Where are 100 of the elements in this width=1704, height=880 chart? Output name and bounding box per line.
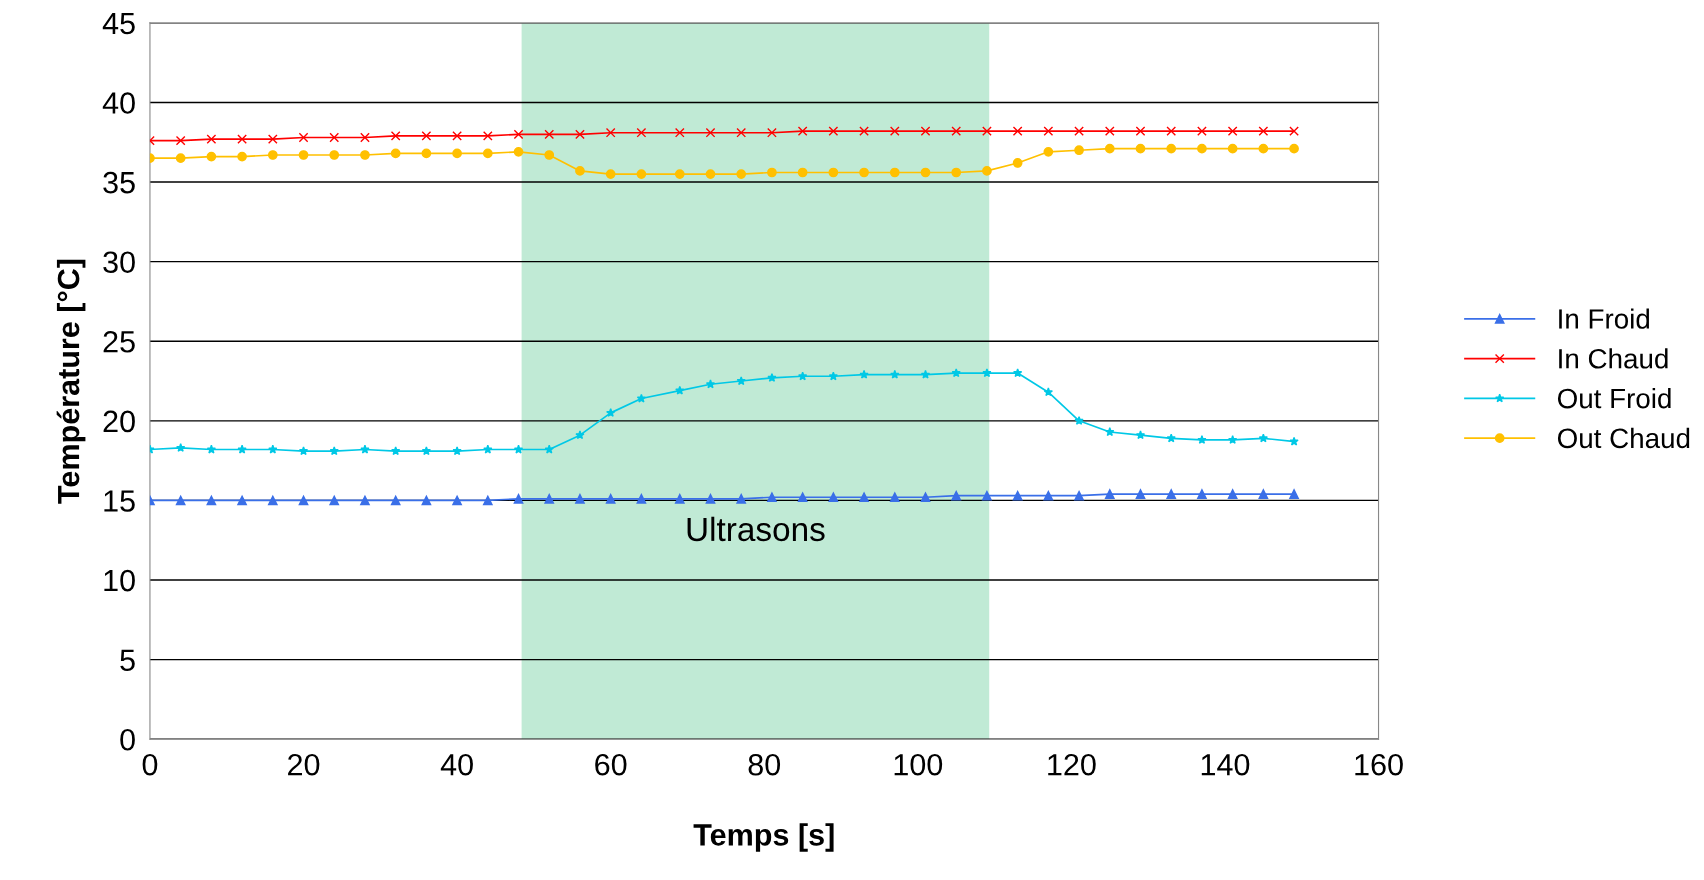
point (1258, 489, 1269, 499)
point (391, 446, 401, 456)
point (828, 371, 839, 381)
point (329, 446, 339, 456)
point (390, 131, 401, 141)
point (267, 134, 278, 144)
point (982, 166, 992, 176)
point (237, 495, 247, 506)
point (452, 495, 462, 506)
y-tick-label: 20 (103, 410, 135, 433)
point (797, 167, 808, 178)
point (575, 166, 585, 176)
point (1289, 489, 1299, 499)
point (605, 127, 616, 138)
point (1227, 489, 1238, 499)
point (421, 148, 432, 159)
point (421, 446, 432, 456)
point (1258, 143, 1269, 154)
point (175, 495, 186, 506)
x-axis-title: Temps [s] (693, 823, 834, 852)
point (736, 493, 747, 504)
point (1012, 158, 1023, 168)
point (606, 408, 616, 417)
point (360, 495, 370, 506)
point (206, 444, 217, 454)
y-tick-label: 15 (104, 490, 135, 512)
point (920, 167, 931, 178)
point (1135, 430, 1146, 440)
point (1074, 490, 1084, 501)
point (482, 495, 493, 506)
point (674, 127, 685, 138)
x-tick-label: 160 (1355, 753, 1403, 776)
y-tick-label: 40 (102, 92, 135, 114)
x-tick-label: 100 (894, 753, 943, 776)
point (298, 150, 309, 160)
point (1258, 126, 1269, 136)
point (421, 495, 432, 506)
point (360, 132, 370, 143)
point (674, 493, 685, 504)
legend-label: In Froid (1559, 308, 1650, 329)
legend-label: In Chaud (1559, 348, 1668, 369)
point (575, 493, 585, 504)
x-tick-label: 80 (748, 753, 781, 776)
point (268, 444, 278, 454)
point (859, 167, 869, 178)
point (828, 492, 839, 503)
point (951, 126, 962, 136)
point (1043, 387, 1054, 397)
point (298, 446, 309, 456)
point (889, 492, 900, 503)
point (982, 490, 992, 501)
point (636, 393, 647, 403)
x-tick-label: 60 (595, 753, 627, 776)
point (859, 492, 869, 503)
point (1197, 143, 1207, 154)
point (544, 129, 555, 140)
point (1104, 143, 1115, 154)
point (175, 135, 186, 146)
point (1074, 415, 1084, 425)
legend-label: Out Chaud (1557, 427, 1690, 449)
point (544, 150, 555, 160)
point (767, 492, 777, 503)
point (237, 134, 247, 144)
y-tick-label: 30 (103, 251, 135, 274)
point (544, 444, 554, 454)
point (360, 150, 370, 160)
point (1166, 489, 1177, 499)
point (1043, 146, 1054, 157)
x-tick-label: 0 (142, 753, 158, 776)
point (705, 127, 716, 138)
point (513, 129, 524, 140)
point (889, 167, 900, 178)
point (1258, 433, 1269, 443)
point (206, 151, 217, 162)
y-tick-label: 25 (103, 330, 135, 353)
point (859, 126, 869, 136)
x-tick-label: 120 (1048, 753, 1096, 776)
point (206, 134, 217, 144)
point (675, 385, 685, 395)
y-tick-label: 0 (120, 728, 135, 751)
point (767, 127, 777, 138)
point (1012, 368, 1023, 378)
point (797, 492, 808, 503)
point (797, 371, 808, 381)
point (452, 446, 462, 456)
point (889, 126, 900, 136)
point (483, 444, 493, 454)
point (329, 132, 340, 143)
point (1074, 126, 1084, 136)
point (920, 369, 931, 379)
point (1197, 489, 1207, 499)
point (544, 493, 555, 504)
x-tick-label: 20 (288, 753, 320, 776)
point (390, 148, 401, 159)
point (767, 167, 777, 178)
point (736, 169, 747, 179)
point (828, 126, 839, 136)
point (605, 169, 616, 179)
point (1166, 126, 1177, 136)
point (176, 443, 186, 452)
